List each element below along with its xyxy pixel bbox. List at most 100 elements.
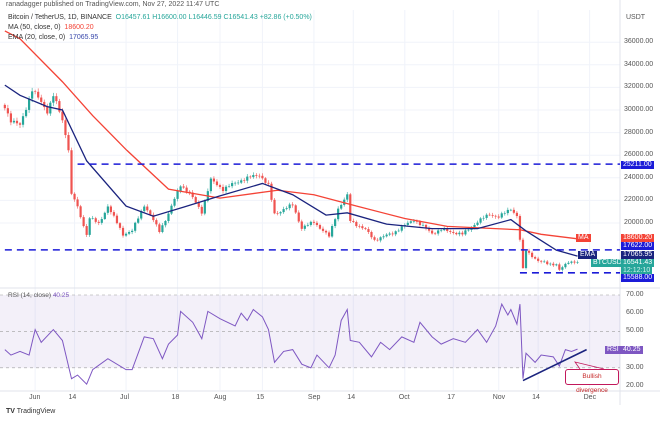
candle-body	[155, 220, 158, 225]
candle-body	[115, 215, 119, 224]
candle-body	[43, 101, 46, 108]
candle-body	[88, 218, 91, 235]
candle-body	[458, 232, 461, 235]
candle-body	[49, 102, 52, 114]
candle-body	[76, 199, 79, 207]
ma50-line	[4, 30, 578, 240]
candle-body	[312, 221, 316, 223]
candle-body	[270, 183, 273, 200]
bar-countdown: 12:12:10	[621, 267, 653, 275]
candle-body	[315, 222, 319, 226]
candle-body	[55, 96, 58, 102]
candle-body	[273, 199, 276, 214]
candle-body	[40, 97, 43, 102]
rsi-legend-value: 40.25	[52, 292, 70, 299]
candle-body	[227, 186, 231, 187]
candle-body	[212, 178, 216, 182]
candle-body	[521, 239, 525, 269]
candle-body	[279, 212, 282, 214]
candle-body	[61, 111, 64, 121]
candle-body	[400, 226, 403, 231]
price-tick-label: 36000.00	[624, 38, 654, 46]
candle-body	[379, 237, 382, 241]
candle-body	[218, 185, 222, 187]
candle-body	[524, 250, 528, 269]
candle-body	[412, 221, 415, 222]
candle-body	[440, 230, 443, 231]
candle-body	[79, 206, 82, 218]
candle-body	[364, 228, 367, 230]
candle-body	[70, 150, 73, 194]
candle-body	[427, 228, 431, 231]
candle-body	[424, 224, 428, 229]
candle-body	[300, 221, 303, 229]
candle-body	[12, 120, 16, 123]
candle-body	[452, 231, 455, 233]
candle-body	[194, 197, 197, 203]
ma-legend[interactable]: MA (50, close, 0) 18600.20	[8, 24, 94, 31]
candle-body	[361, 226, 364, 229]
candle-body	[197, 202, 200, 207]
candle-body	[382, 236, 385, 238]
candle-body	[567, 262, 570, 264]
ema-legend-value: 17065.95	[69, 34, 99, 41]
candle-body	[473, 224, 476, 228]
candle-body	[182, 186, 185, 188]
rsi-legend[interactable]: RSI (14, close) 40.25	[8, 292, 69, 299]
candle-body	[555, 264, 558, 266]
symbol-tag: BTCUSDT	[591, 259, 629, 267]
candle-body	[100, 219, 103, 223]
candle-body	[231, 183, 234, 187]
candle-body	[346, 194, 349, 200]
ohlc-high: H16600.00	[152, 14, 187, 21]
price-tick-label: 28000.00	[624, 128, 654, 136]
candle-body	[543, 261, 546, 263]
price-tick-label: 30000.00	[624, 106, 654, 113]
candle-body	[388, 233, 391, 235]
candle-body	[446, 228, 449, 232]
candle-body	[152, 214, 155, 221]
candle-body	[91, 218, 94, 219]
candle-body	[158, 224, 161, 232]
candle-body	[367, 229, 370, 233]
candle-body	[385, 234, 388, 237]
candle-body	[515, 212, 519, 217]
price-tick-label: 32000.00	[624, 83, 654, 91]
candle-body	[564, 263, 567, 268]
symbol-name: Bitcoin / TetherUS, 1D, BINANCE	[8, 14, 112, 21]
candle-body	[173, 198, 176, 206]
rsi-trendline	[522, 348, 587, 382]
candle-body	[546, 261, 549, 265]
candle-body	[234, 182, 237, 184]
rsi-tag: RSI	[605, 346, 621, 354]
level-15588-badge: 15588.00	[621, 274, 655, 282]
candle-body	[449, 231, 452, 232]
candle-body	[137, 218, 140, 223]
candle-body	[124, 233, 128, 236]
candle-body	[109, 206, 112, 213]
candle-body	[146, 206, 149, 211]
tradingview-logo: TV TradingView	[6, 408, 55, 415]
candle-body	[179, 186, 182, 191]
tv-logo-text: TradingView	[16, 408, 56, 415]
candle-body	[406, 222, 409, 225]
candle-body	[488, 214, 491, 216]
ema-legend[interactable]: EMA (20, close, 0) 17065.95	[8, 34, 98, 41]
bullish-divergence-annotation[interactable]: Bullish divergence	[565, 369, 619, 394]
candle-body	[324, 230, 328, 233]
candle-body	[437, 230, 440, 234]
candle-body	[249, 176, 252, 178]
candle-body	[261, 175, 264, 179]
candle-body	[291, 204, 294, 206]
candle-body	[264, 178, 267, 183]
candle-body	[118, 223, 122, 228]
candle-body	[558, 264, 561, 270]
candle-body	[573, 261, 576, 263]
candle-body	[443, 228, 446, 231]
candle-body	[134, 222, 137, 231]
candle-body	[64, 120, 67, 136]
time-tick-label: Dec	[584, 394, 596, 401]
candle-body	[164, 221, 167, 226]
candle-body	[258, 175, 261, 177]
